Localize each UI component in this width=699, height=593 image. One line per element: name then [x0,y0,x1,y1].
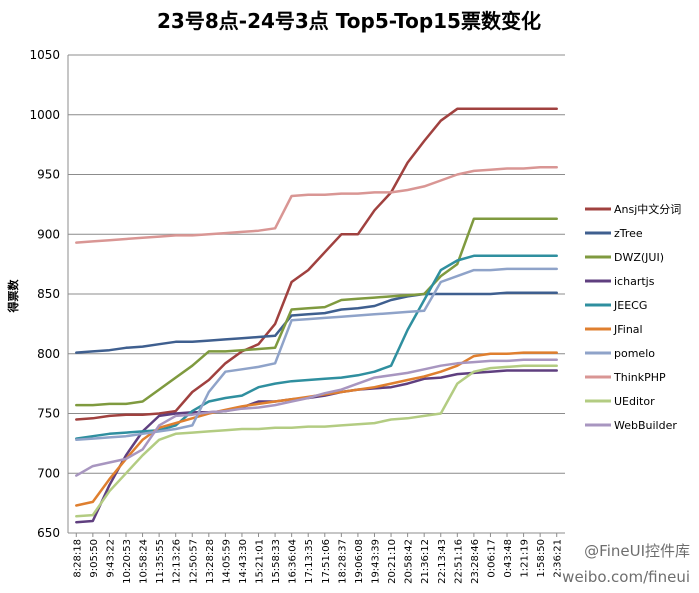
x-tick-label: 8:28:18 [72,539,83,578]
legend-label: JFinal [613,323,643,336]
axes-layer: 650 700 750 800 850 900 950 1000 1050 8:28:18 9:05… [29,48,565,584]
x-tick-label: 22:51:16 [453,539,464,584]
legend-label: DWZ(JUI) [614,251,664,264]
y-tick-label: 800 [37,347,60,361]
series-line [75,267,558,442]
x-tick-label: 23:28:46 [470,539,481,584]
x-tick-label: 13:28:28 [205,539,216,584]
legend-label: ichartjs [614,275,655,288]
x-tick-label: 1:58:50 [536,539,547,578]
legend-label: WebBuilder [614,419,677,432]
x-tick-label: 12:13:26 [172,539,183,584]
chart-title: 23号8点-24号3点 Top5-Top15票数变化 [157,9,541,33]
series-line [75,217,558,407]
x-tick-label: 17:13:35 [304,539,315,584]
x-tick-label: 17:51:06 [321,539,332,584]
series-layer [75,107,558,524]
series-line [75,166,558,244]
series-line [75,351,558,507]
x-tick-label: 14:43:30 [238,539,249,584]
y-tick-label: 650 [37,526,60,540]
legend: Ansj中文分词 zTree DWZ(JUI) ichartjs JEECG JFinal… [585,202,681,432]
x-tick-label: 16:36:04 [288,539,299,584]
x-tick-label: 11:35:55 [155,539,166,584]
series-line [75,107,558,421]
x-tick-label: 10:20:53 [122,539,133,584]
legend-label: zTree [614,227,643,240]
x-tick-label: 9:05:50 [89,539,100,578]
y-tick-label: 950 [37,168,60,182]
x-tick-label: 15:58:33 [271,539,282,584]
watermark: @FineUI控件库 weibo.com/fineui [562,542,690,586]
series-line [75,364,558,518]
x-tick-label: 20:21:10 [387,539,398,584]
x-tick-label: 12:50:57 [188,539,199,584]
series-line [75,291,558,354]
series-line [75,254,558,440]
x-tick-label: 22:13:43 [437,539,448,584]
y-tick-label: 750 [37,407,60,421]
legend-label: JEECG [613,299,647,312]
legend-label: Ansj中文分词 [614,202,681,216]
legend-label: pomelo [614,347,655,360]
y-tick-label: 1000 [29,108,60,122]
y-tick-label: 900 [37,227,60,241]
legend-label: ThinkPHP [613,371,666,384]
watermark-url: weibo.com/fineui [562,568,690,586]
x-tick-label: 9:43:22 [105,539,116,578]
x-tick-label: 10:58:24 [139,539,150,584]
x-tick-label: 0:43:48 [503,539,514,578]
y-tick-label: 700 [37,466,60,480]
x-tick-label: 0:06:17 [486,539,497,578]
watermark-handle: @FineUI控件库 [584,542,690,560]
y-axis-label: 得票数 [6,279,20,314]
series-line [75,369,558,524]
x-tick-label: 18:28:37 [337,539,348,584]
legend-label: UEditor [614,395,655,408]
x-tick-label: 19:06:08 [354,539,365,584]
x-tick-label: 15:21:01 [255,539,266,584]
x-tick-label: 14:05:59 [221,539,232,584]
x-tick-label: 1:21:19 [520,539,531,578]
x-tick-label: 19:43:39 [370,539,381,584]
y-tick-label: 850 [37,287,60,301]
x-tick-label: 2:36:21 [553,539,564,578]
series-line [75,358,558,477]
x-tick-label: 20:58:42 [404,539,415,584]
y-tick-label: 1050 [29,48,60,62]
x-tick-label: 21:36:12 [420,539,431,584]
